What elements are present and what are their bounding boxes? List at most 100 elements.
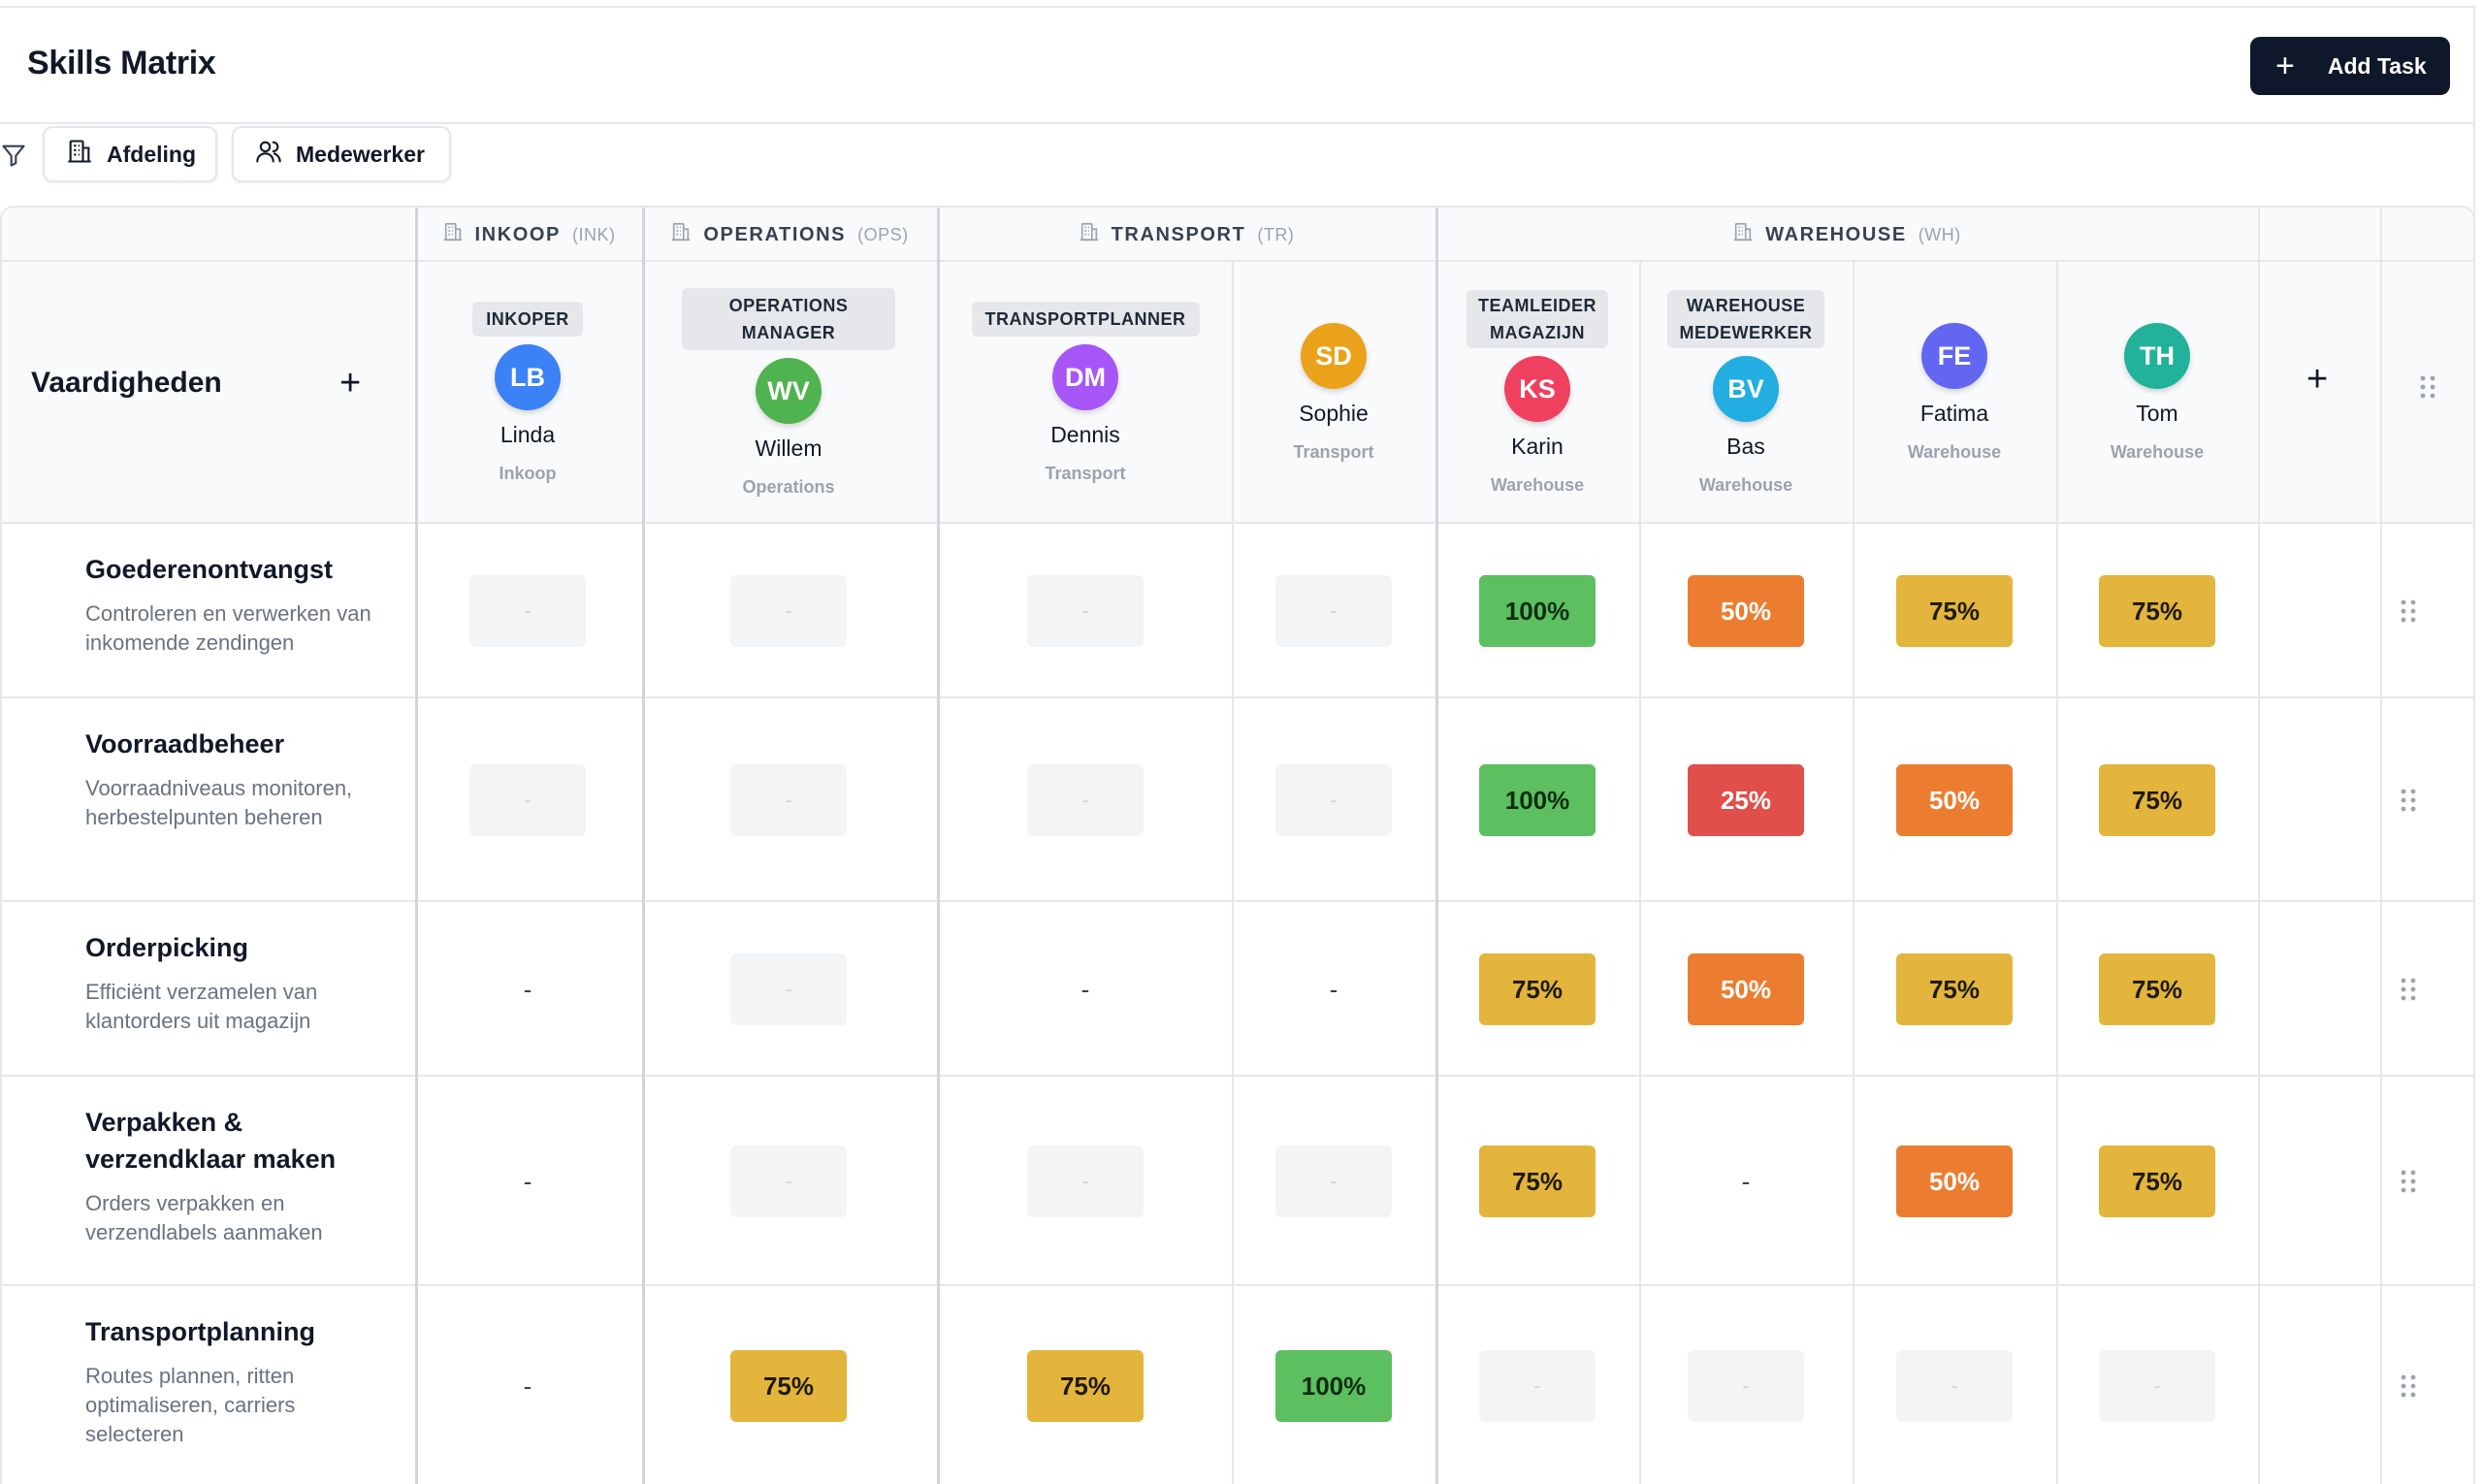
skill-level-cell[interactable]: - [1027,1145,1144,1217]
skill-level-cell[interactable]: 50% [1688,953,1804,1025]
column-divider [2380,208,2382,1484]
add-skill-button[interactable]: + [339,363,362,403]
skill-level-cell[interactable]: 75% [1896,953,2013,1025]
avatar[interactable]: SD [1301,323,1367,389]
skill-level-cell[interactable]: - [1275,575,1392,647]
employee-name: Willem [755,436,822,461]
employee-name: Linda [500,422,556,447]
skill-level-cell[interactable]: 75% [1896,575,2013,647]
skill-level-cell[interactable]: 25% [1688,764,1804,836]
column-divider [1853,262,1854,1484]
employee-role-badge: TRANSPORTPLANNER [971,302,1200,337]
column-divider [1639,262,1641,1484]
filter-medewerker-button[interactable]: Medewerker [232,126,451,182]
building-icon [1079,221,1112,248]
skill-description: Routes plannen, ritten optimaliseren, ca… [85,1364,296,1446]
skill-level-cell[interactable]: - [2099,1350,2215,1422]
skill-level-cell[interactable]: 50% [1896,1145,2013,1217]
drag-handle-icon[interactable] [2400,598,2417,629]
role-line: WAREHOUSE [1686,296,1806,315]
department-name: OPERATIONS [703,223,847,245]
skill-level-cell[interactable]: - [1688,1350,1804,1422]
employee-name: Bas [1726,434,1765,459]
skill-level-cell[interactable]: - [1275,1145,1392,1217]
skill-level-cell[interactable]: 50% [1688,575,1804,647]
employee-name: Karin [1511,434,1564,459]
skill-name: Transportplanning [85,1317,316,1346]
add-task-label: Add Task [2327,52,2427,79]
skill-level-cell[interactable]: - [469,764,586,836]
skill-row: Orderpicking Efficiënt verzamelen van kla… [2,902,2473,1077]
skill-level-cell[interactable]: - [1027,764,1144,836]
skill-level-cell[interactable]: - [1275,764,1392,836]
skill-level-cell[interactable]: - [469,575,586,647]
department-name: INKOOP [474,223,561,245]
skill-info: Voorraadbeheer Voorraadniveaus monitoren,… [85,726,376,832]
role-line: MAGAZIJN [1490,323,1585,342]
skill-level-cell[interactable]: - [523,974,532,1004]
skill-level-cell[interactable]: 75% [2099,1145,2215,1217]
department-header-row: INKOOP (INK) OPERATIONS (OPS) TRANSPORT (TR) W… [2,208,2473,262]
skill-level-cell[interactable]: 100% [1479,575,1596,647]
employee-header: TEAMLEIDER MAGAZIJN KS Karin Warehouse [1431,262,1644,524]
skill-level-cell[interactable]: - [730,575,847,647]
skill-level-cell[interactable]: 75% [1479,1145,1596,1217]
filter-icon[interactable] [0,142,27,174]
column-divider [2056,262,2058,1484]
skill-level-cell[interactable]: 75% [730,1350,847,1422]
drag-handle-icon[interactable] [2400,1169,2417,1199]
skill-level-cell[interactable]: - [1027,575,1144,647]
avatar[interactable]: TH [2124,323,2190,389]
add-task-button[interactable]: + Add Task [2250,37,2450,95]
skill-level-cell[interactable]: 75% [2099,575,2215,647]
department-code: (INK) [572,224,616,244]
employee-role-badge: TEAMLEIDER MAGAZIJN [1467,290,1608,348]
department-header: OPERATIONS (OPS) [642,208,937,262]
employee-header: TH Tom Warehouse [2050,262,2264,524]
page-title: Skills Matrix [27,45,216,81]
employee-department: Warehouse [1490,475,1585,495]
skill-row: Verpakken & verzendklaar maken Orders ver… [2,1077,2473,1286]
avatar[interactable]: BV [1713,356,1779,422]
skill-level-cell[interactable]: - [1896,1350,2013,1422]
avatar[interactable]: FE [1921,323,1987,389]
employee-header: FE Fatima Warehouse [1848,262,2061,524]
skill-level-cell[interactable]: - [1479,1350,1596,1422]
skill-level-cell[interactable]: - [1329,974,1338,1004]
skill-level-cell[interactable]: 50% [1896,764,2013,836]
add-employee-button[interactable]: + [2306,359,2329,400]
skill-level-cell[interactable]: 75% [2099,953,2215,1025]
skill-level-cell[interactable]: - [730,953,847,1025]
skill-level-cell[interactable]: - [730,1145,847,1217]
drag-handle-icon[interactable] [2400,1373,2417,1403]
skill-level-cell[interactable]: 75% [1027,1350,1144,1422]
employee-department: Warehouse [1907,442,2002,462]
skill-level-cell[interactable]: - [730,764,847,836]
skill-level-cell[interactable]: - [523,1371,532,1401]
drag-handle-icon[interactable] [2400,977,2417,1007]
skill-name: Orderpicking [85,933,249,962]
skill-name: Voorraadbeheer [85,729,285,758]
top-bar: Skills Matrix + Add Task [0,8,2473,124]
drag-handle-icon[interactable] [2419,374,2436,404]
employee-department: Warehouse [2110,442,2205,462]
avatar[interactable]: KS [1504,356,1570,422]
skill-level-cell[interactable]: - [1080,974,1090,1004]
avatar[interactable]: WV [756,358,822,424]
skill-level-cell[interactable]: 75% [1479,953,1596,1025]
filter-afdeling-button[interactable]: Afdeling [43,126,217,182]
drag-handle-icon[interactable] [2400,788,2417,818]
department-name: WAREHOUSE [1765,223,1907,245]
skill-level-cell[interactable]: - [523,1166,532,1196]
building-icon [1732,221,1765,248]
avatar[interactable]: DM [1052,344,1118,410]
employee-name: Tom [2136,401,2178,426]
filter-afdeling-label: Afdeling [107,141,196,167]
skill-level-cell[interactable]: 100% [1479,764,1596,836]
skill-level-cell[interactable]: 75% [2099,764,2215,836]
avatar[interactable]: LB [495,344,561,410]
employee-name: Fatima [1919,401,1989,426]
skill-level-cell[interactable]: 100% [1275,1350,1392,1422]
skills-matrix-grid: INKOOP (INK) OPERATIONS (OPS) TRANSPORT (TR) W… [0,206,2475,1484]
skill-level-cell[interactable]: - [1741,1166,1751,1196]
